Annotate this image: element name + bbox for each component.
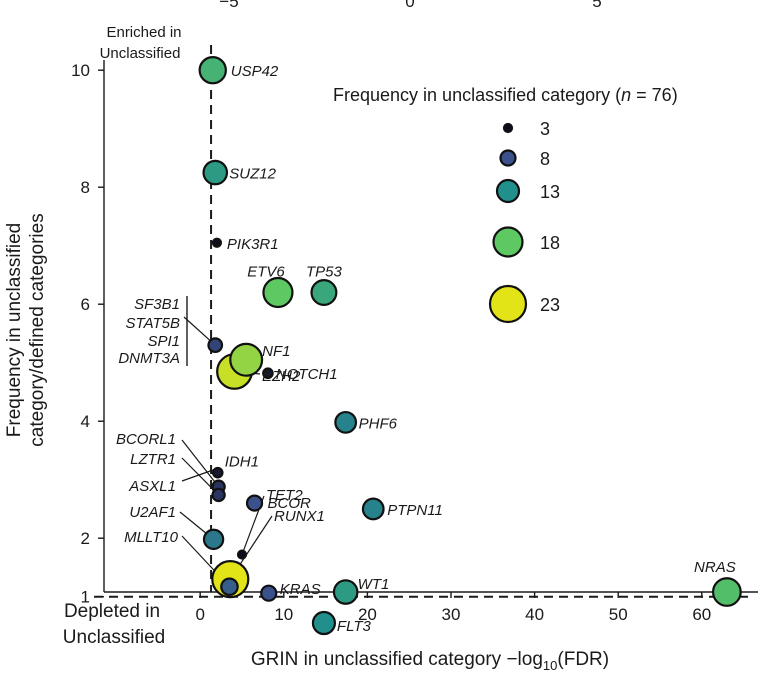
gene-label-phf6: PHF6 (359, 415, 398, 432)
leader-line (181, 439, 220, 488)
gene-label-kras: KRAS (280, 581, 321, 598)
legend-swatch (499, 149, 517, 167)
label-leader-lines (179, 296, 273, 588)
legend-label: 8 (540, 149, 550, 169)
x-tick-label: 30 (442, 605, 461, 624)
point-ptpn11 (361, 497, 385, 521)
legend-swatch (488, 284, 528, 324)
top-axis-tick-label: 0 (405, 0, 414, 11)
gene-label-bcor: BCOR (268, 495, 312, 512)
point-phf6 (334, 410, 358, 434)
y-tick-label: 1 (81, 588, 90, 607)
x-axis-title: GRIN in unclassified category −log10(FDR… (251, 649, 609, 673)
gene-label-tp53: TP53 (306, 264, 343, 281)
y-tick-label: 8 (81, 178, 90, 197)
gene-label-usp42: USP42 (231, 63, 279, 80)
gene-label-flt3: FLT3 (337, 618, 372, 635)
y-axis-title: Frequency in unclassified category/define… (4, 213, 48, 446)
depleted-label-line1: Depleted in (64, 601, 160, 622)
point-pik3r1 (211, 237, 223, 248)
reference-lines (94, 45, 754, 598)
axis-texts: −5 0 5 Enriched in Unclassified Depleted in Un… (4, 0, 609, 673)
legend-label: 13 (540, 182, 560, 202)
point-notch1 (262, 367, 274, 380)
y-tick-label: 10 (71, 61, 90, 80)
gene-label-idh1: IDH1 (225, 454, 259, 471)
enriched-label-line2: Unclassified (100, 45, 181, 62)
point-kras (260, 584, 278, 602)
legend-label: 18 (540, 233, 560, 253)
legend-label: 3 (540, 119, 550, 139)
point-bcor (245, 494, 264, 512)
point-u2af1 (202, 528, 225, 551)
x-tick-label: 40 (525, 605, 544, 624)
x-tick-label: 60 (692, 605, 711, 624)
gene-label-ptpn11: PTPN11 (387, 502, 443, 519)
enriched-label-line1: Enriched in (106, 24, 181, 41)
gene-label-sf3b1: SF3B1 (134, 296, 180, 313)
point-sf3b1 (207, 337, 224, 354)
gene-label-spi1: SPI1 (147, 333, 180, 350)
gene-label-nf1: NF1 (262, 343, 290, 360)
gene-label-tet2: TET2 (266, 487, 303, 504)
point-etv6 (262, 276, 294, 309)
x-tick-label: 20 (358, 605, 377, 624)
point-nf1 (229, 342, 264, 377)
top-axis-tick-label: −5 (219, 0, 238, 11)
point-lztr1 (211, 487, 226, 503)
gene-label-u2af1: U2AF1 (129, 504, 176, 521)
legend-swatch (495, 178, 521, 204)
x-tick-label: 0 (195, 605, 204, 624)
gene-label-bcorl1: BCORL1 (116, 431, 176, 448)
y-tick-label: 4 (81, 412, 90, 431)
data-points (198, 55, 742, 636)
gene-label-lztr1: LZTR1 (130, 451, 176, 468)
gene-label-stat5b: STAT5B (126, 315, 180, 332)
point-nras (711, 577, 742, 607)
legend-label: 23 (540, 295, 560, 315)
point-usp42 (198, 55, 227, 85)
point-suz12 (202, 159, 229, 186)
y-tick-label: 6 (81, 295, 90, 314)
point-idh1 (211, 466, 224, 479)
gene-label-suz12: SUZ12 (229, 166, 276, 183)
x-tick-label: 50 (609, 605, 628, 624)
gene-label-ezh2: EZH2 (262, 368, 301, 385)
gene-label-etv6: ETV6 (247, 264, 285, 281)
x-tick-label: 10 (274, 605, 293, 624)
gene-label-runx1: RUNX1 (274, 508, 325, 525)
gene-label-nras: NRAS (694, 559, 736, 576)
legend-swatch (502, 122, 514, 134)
point-wt1 (332, 579, 359, 605)
point-tp53 (310, 279, 338, 307)
legend-title: Frequency in unclassified category (n = … (333, 85, 678, 105)
leader-line (181, 469, 214, 482)
axes: 0 10 20 30 40 50 60 1 2 4 6 8 10 (71, 60, 758, 624)
depleted-label-line2: Unclassified (63, 627, 165, 648)
gene-label-asxl1: ASXL1 (128, 478, 176, 495)
point-mllt10 (220, 577, 239, 597)
gene-labels: USP42 SUZ12 PIK3R1 ETV6 TP53 SF3B1 NF1 EZH2NOTC… (116, 63, 736, 635)
point-tet2 (236, 549, 248, 560)
gene-label-pik3r1: PIK3R1 (227, 236, 279, 253)
point-flt3 (311, 610, 337, 636)
legend-swatch (492, 226, 524, 258)
gene-label-notch1: NOTCH1 (276, 366, 338, 383)
y-tick-label: 2 (81, 529, 90, 548)
gene-label-dnmt3a: DNMT3A (118, 350, 180, 367)
gene-label-mllt10: MLLT10 (124, 529, 179, 546)
gene-label-wt1: WT1 (358, 576, 390, 593)
top-axis-tick-label: 5 (592, 0, 601, 11)
size-legend: Frequency in unclassified category (n = … (333, 85, 678, 324)
